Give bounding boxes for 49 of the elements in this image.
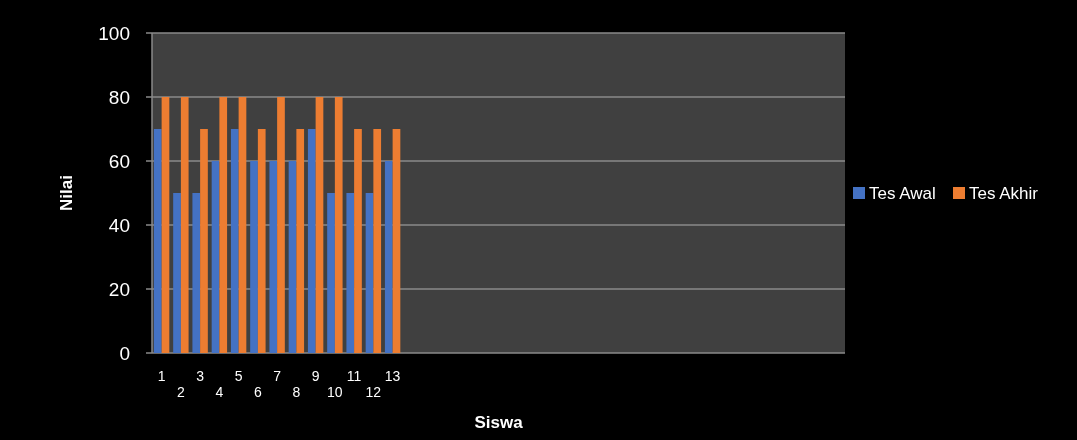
y-tick-label: 80: [108, 86, 130, 108]
x-tick-label: 1: [157, 368, 166, 384]
y-tick-label: 60: [108, 150, 130, 172]
x-tick-label: 8: [292, 384, 301, 400]
x-tick-label: 10: [327, 384, 343, 400]
x-tick-label: 6: [253, 384, 262, 400]
bar: [269, 161, 278, 353]
y-tick-label: 100: [98, 22, 130, 44]
bar: [161, 97, 170, 353]
x-tick-label: 5: [234, 368, 243, 384]
y-tick-label: 40: [108, 214, 130, 236]
bar: [384, 161, 393, 353]
x-tick-label: 7: [273, 368, 282, 384]
bar: [192, 193, 201, 353]
x-tick-label: 13: [384, 368, 401, 384]
x-axis-title: Siswa: [474, 413, 524, 432]
x-tick-label: 2: [176, 384, 185, 400]
x-tick-label: 9: [311, 368, 320, 384]
bar: [373, 129, 382, 353]
bar: [334, 97, 343, 353]
bar: [257, 129, 266, 353]
x-tick-label: 3: [196, 368, 205, 384]
x-tick-label: 12: [365, 384, 382, 400]
bar: [288, 161, 297, 353]
bar: [219, 97, 228, 353]
y-tick-label: 20: [108, 278, 130, 300]
bar: [153, 129, 162, 353]
y-tick-label: 0: [119, 342, 130, 364]
bar: [296, 129, 305, 353]
bar: [173, 193, 181, 353]
bar: [315, 97, 324, 353]
y-axis-title: Nilai: [57, 175, 76, 211]
bar: [354, 129, 362, 353]
bar: [180, 97, 189, 353]
bar: [238, 97, 247, 353]
legend-label: Tes Akhir: [969, 184, 1039, 203]
x-tick-label: 11: [346, 368, 362, 384]
x-tick-label: 4: [215, 384, 224, 400]
bar: [392, 129, 401, 353]
bar: [277, 97, 285, 353]
bar: [211, 161, 220, 353]
bar: [250, 161, 258, 353]
bar: [230, 129, 239, 353]
bar: [327, 193, 335, 353]
bar: [365, 193, 374, 353]
bar: [200, 129, 208, 353]
bar: [346, 193, 355, 353]
bar: [307, 129, 316, 353]
legend-label: Tes Awal: [869, 184, 936, 203]
